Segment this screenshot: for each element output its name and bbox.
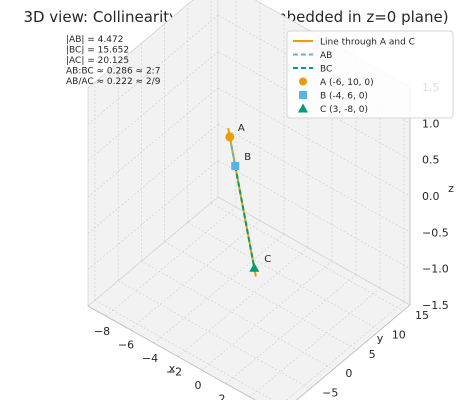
x-grid-line [177,247,309,357]
legend-swatch [298,103,308,113]
z-tick-label: 1.0 [422,117,440,130]
segment-bc [234,165,256,268]
y-tick-label: 0 [345,367,352,380]
annotation-line: |AC| = 20.125 [66,56,129,66]
x-grid-line [225,274,357,384]
annotation-line: AB/AC ≈ 0.222 ≈ 2/9 [66,77,161,87]
z-grid-line [87,160,219,270]
z-grid-line [217,87,411,197]
y-grid-line [164,241,357,351]
z-axis-label: z [448,182,454,195]
grid-lines [87,0,411,405]
x-grid-line [201,260,333,371]
x-grid-line [280,301,405,405]
y-grid-line [187,221,380,331]
x-tick-label: −2 [166,366,182,379]
point-b [231,162,240,170]
z-grid-line [87,124,219,234]
legend-label: BC [320,65,332,75]
z-tick-label: −1.0 [422,263,449,276]
plot-series: A B C [225,123,271,277]
y-tick-label: 15 [415,309,429,322]
x-tick-label: 0 [195,379,202,392]
legend-label: B (-4, 6, 0) [320,92,368,102]
annotation-line: |AB| = 4.472 [66,35,123,45]
x-axis-line [87,305,265,405]
y-grid-line [118,280,311,390]
x-tick-label: −8 [94,325,110,338]
legend-label: AB [320,51,332,61]
legend-label: A (-6, 10, 0) [320,78,374,88]
annotation-line: AB:BC ≈ 0.286 ≈ 2:7 [66,67,160,77]
y-tick-label: 10 [392,328,406,341]
x-tick-label: −4 [142,352,158,365]
z-tick-label: −0.5 [422,226,449,239]
legend-label: Line through A and C [320,38,415,48]
y-grid-line [94,299,283,405]
z-grid-line [87,51,219,161]
legend: Line through A and C AB BC A (-6, 10, 0) B (… [286,30,454,119]
x-grid-line [129,220,261,330]
point-b-label: B [244,152,251,163]
legend-box [286,30,454,119]
y-axis-label: y [377,332,384,345]
z-tick-label: 0.5 [422,154,440,167]
point-c-label: C [264,254,271,265]
z-grid-line [217,160,411,269]
x-grid-line [249,287,381,398]
y-tick-label: 5 [369,348,376,361]
x-tick-label: −6 [118,339,134,352]
z-grid-line [87,15,219,125]
y-grid-line [210,202,404,312]
x-axis-label: x [169,362,176,375]
z-grid-line [87,196,219,307]
z-grid-line [217,15,411,124]
z-grid-line [217,124,411,233]
y-grid-line [141,260,334,370]
z-grid-line [87,87,219,198]
z-tick-label: 0.0 [422,190,440,203]
y-axis-line [290,304,411,405]
x-tick-label: 2 [219,393,226,400]
point-a [225,132,235,142]
z-tick-label: −1.5 [422,299,449,312]
x-grid-line [153,233,285,344]
z-grid-line [87,0,194,89]
axis-edges [87,87,411,405]
segment-ab [228,136,237,167]
z-grid-line [217,196,411,306]
annotation-line: |BC| = 15.652 [66,46,129,56]
stats-annotation: |AB| = 4.472|BC| = 15.652|AC| = 20.125AB… [66,35,161,87]
legend-label: C (3, -8, 0) [320,105,368,115]
point-c [249,262,260,272]
z-grid-line [217,51,411,160]
legend-swatch [299,91,307,99]
y-tick-label: −5 [322,387,338,400]
x-grid-line [105,206,237,317]
legend-swatch [299,77,307,86]
point-a-label: A [238,123,245,134]
